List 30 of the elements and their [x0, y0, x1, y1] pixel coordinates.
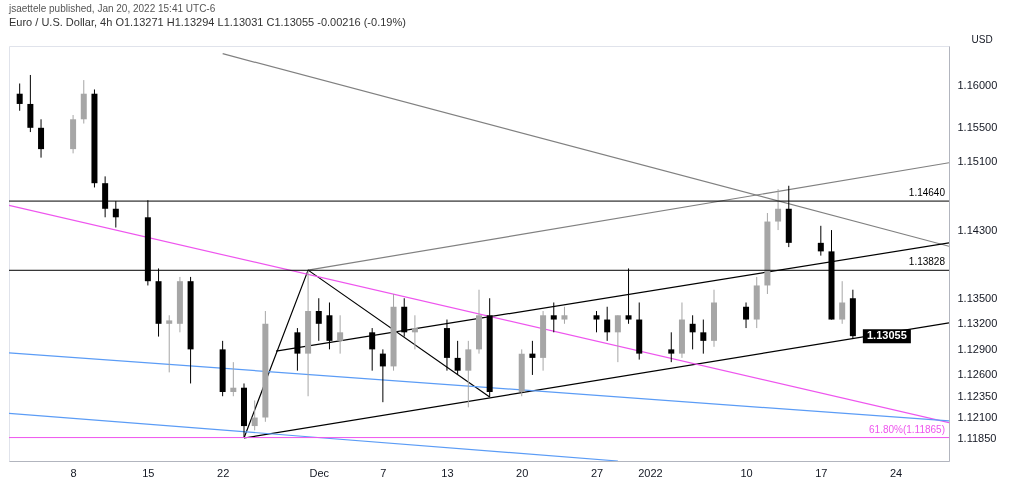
x-tick-label: Dec: [309, 466, 330, 479]
ref-line-label: 1.14640: [908, 187, 946, 199]
y-tick-label: 1.15500: [957, 121, 998, 134]
y-tick-label: 1.11850: [957, 432, 997, 445]
y-tick-label: 1.12350: [957, 389, 998, 402]
y-tick-label: 1.12100: [957, 411, 998, 424]
y-tick-label: 1.14300: [957, 223, 998, 236]
chart-title: jsaettele published, Jan 20, 2022 15:41 UTC-6: [8, 3, 216, 14]
ref-line-label: 1.13828: [908, 256, 946, 268]
x-tick-label: 22: [217, 466, 230, 479]
x-tick-label: 10: [740, 466, 753, 479]
x-tick-label: 7: [380, 466, 387, 479]
x-tick-label: 8: [70, 466, 77, 479]
x-tick-label: 20: [516, 466, 529, 479]
x-tick-label: 24: [889, 466, 903, 479]
y-tick-label: 1.15100: [957, 155, 998, 168]
y-tick-label: 1.13200: [957, 317, 998, 330]
y-tick-label: 1.12900: [957, 342, 998, 355]
ref-line-label: 61.80%(1.11865): [869, 423, 945, 435]
x-tick-label: 13: [441, 466, 454, 479]
x-tick-label: 15: [142, 466, 155, 479]
x-tick-label: 2022: [638, 466, 663, 479]
y-tick-label: 1.13500: [957, 291, 998, 304]
annotation: 1.13055: [866, 329, 907, 342]
y-axis-title: USD: [971, 33, 993, 45]
y-tick-label: 1.12600: [957, 368, 998, 381]
x-tick-label: 17: [815, 466, 828, 479]
y-tick-label: 1.16000: [957, 78, 998, 91]
x-tick-label: 27: [590, 466, 604, 479]
chart-subtitle: Euro / U.S. Dollar, 4h O1.13271 H1.13294 L1.13031 C1.13055 -0.00216 (-0.19%): [9, 16, 406, 28]
